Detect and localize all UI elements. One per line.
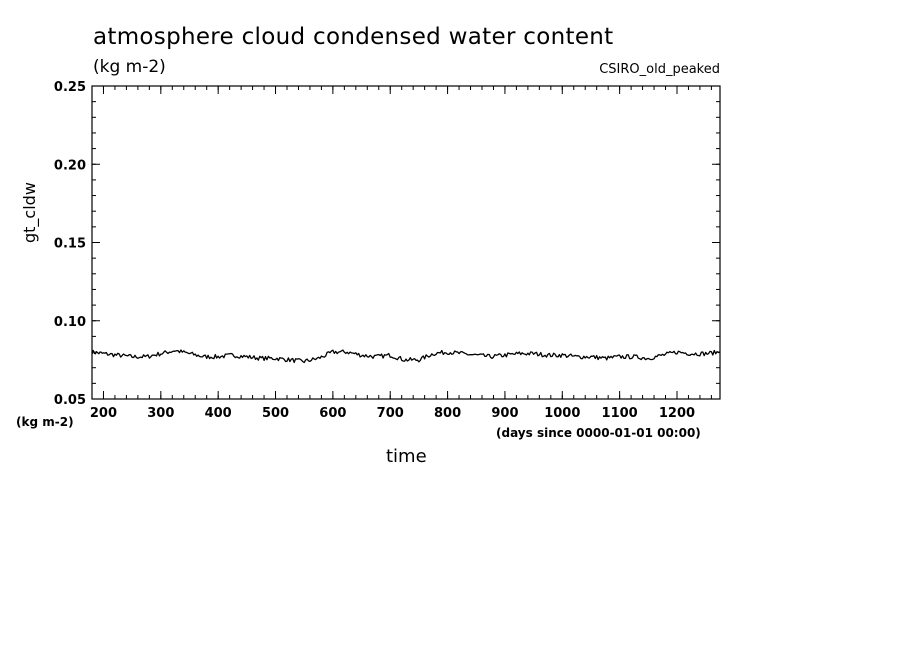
x-tick-label: 1200 <box>659 406 695 421</box>
series-line <box>91 349 721 364</box>
x-tick-label: 400 <box>205 406 232 421</box>
y-tick-label: 0.10 <box>54 315 86 330</box>
tick-labels: 200 300 400 500 600 700 800 900 1000 1100 1200 0.05… <box>54 80 695 421</box>
y-tick-label: 0.20 <box>54 158 86 173</box>
series-group <box>91 349 721 364</box>
x-tick-label: 1100 <box>602 406 638 421</box>
axis-ticks <box>91 85 720 400</box>
x-tick-label: 1000 <box>544 406 580 421</box>
x-axis-units: (days since 0000-01-01 00:00) <box>496 426 701 440</box>
y-tick-label: 0.25 <box>54 80 86 95</box>
x-tick-label: 600 <box>319 406 346 421</box>
chart-title: atmosphere cloud condensed water content <box>93 24 614 50</box>
x-tick-label: 900 <box>491 406 518 421</box>
model-name: CSIRO_old_peaked <box>599 62 720 77</box>
x-tick-label: 700 <box>377 406 404 421</box>
x-tick-label: 300 <box>147 406 174 421</box>
chart-units: (kg m-2) <box>93 57 166 77</box>
y-tick-label: 0.15 <box>54 237 86 252</box>
x-tick-label: 800 <box>434 406 461 421</box>
y-axis-units: (kg m-2) <box>16 415 74 429</box>
x-tick-label: 500 <box>262 406 289 421</box>
x-axis-name: time <box>386 446 427 467</box>
x-tick-label: 200 <box>90 406 117 421</box>
y-tick-label: 0.05 <box>54 393 86 408</box>
